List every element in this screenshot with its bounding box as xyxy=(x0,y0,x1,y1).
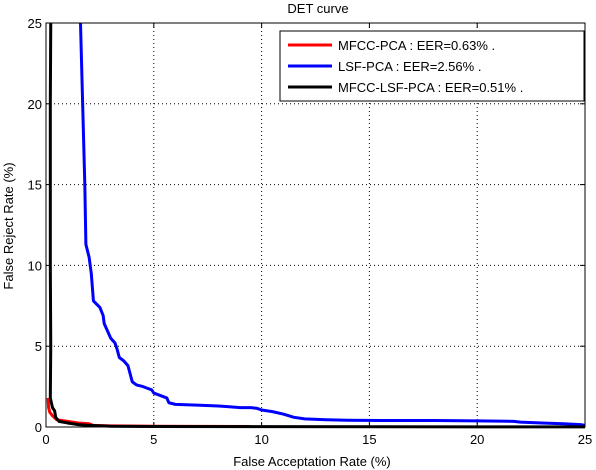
grid-lines xyxy=(46,23,585,427)
tick-labels: 0 5 10 15 20 25 0 5 10 15 20 25 xyxy=(28,16,593,447)
legend-label-1: LSF-PCA : EER=2.56% . xyxy=(338,59,481,74)
y-tick-label: 10 xyxy=(28,258,42,273)
x-tick-label: 20 xyxy=(470,432,484,447)
legend-label-0: MFCC-PCA : EER=0.63% . xyxy=(338,38,495,53)
y-tick-label: 5 xyxy=(35,339,42,354)
y-axis-title: False Reject Rate (%) xyxy=(1,162,16,289)
x-tick-label: 15 xyxy=(362,432,376,447)
x-tick-label: 25 xyxy=(578,432,592,447)
chart-title: DET curve xyxy=(287,1,348,16)
y-tick-label: 25 xyxy=(28,16,42,31)
x-axis-title: False Acceptation Rate (%) xyxy=(233,454,391,469)
series-line-1 xyxy=(79,22,586,427)
legend-label-2: MFCC-LSF-PCA : EER=0.51% . xyxy=(338,80,523,95)
legend: MFCC-PCA : EER=0.63% . LSF-PCA : EER=2.56… xyxy=(279,30,585,102)
axis-ticks xyxy=(45,22,586,428)
x-tick-label: 5 xyxy=(150,432,157,447)
y-tick-label: 15 xyxy=(28,178,42,193)
y-tick-label: 20 xyxy=(28,97,42,112)
x-tick-label: 0 xyxy=(42,432,49,447)
plot-frame xyxy=(45,22,586,428)
x-tick-label: 10 xyxy=(254,432,268,447)
y-tick-label: 0 xyxy=(35,420,42,435)
